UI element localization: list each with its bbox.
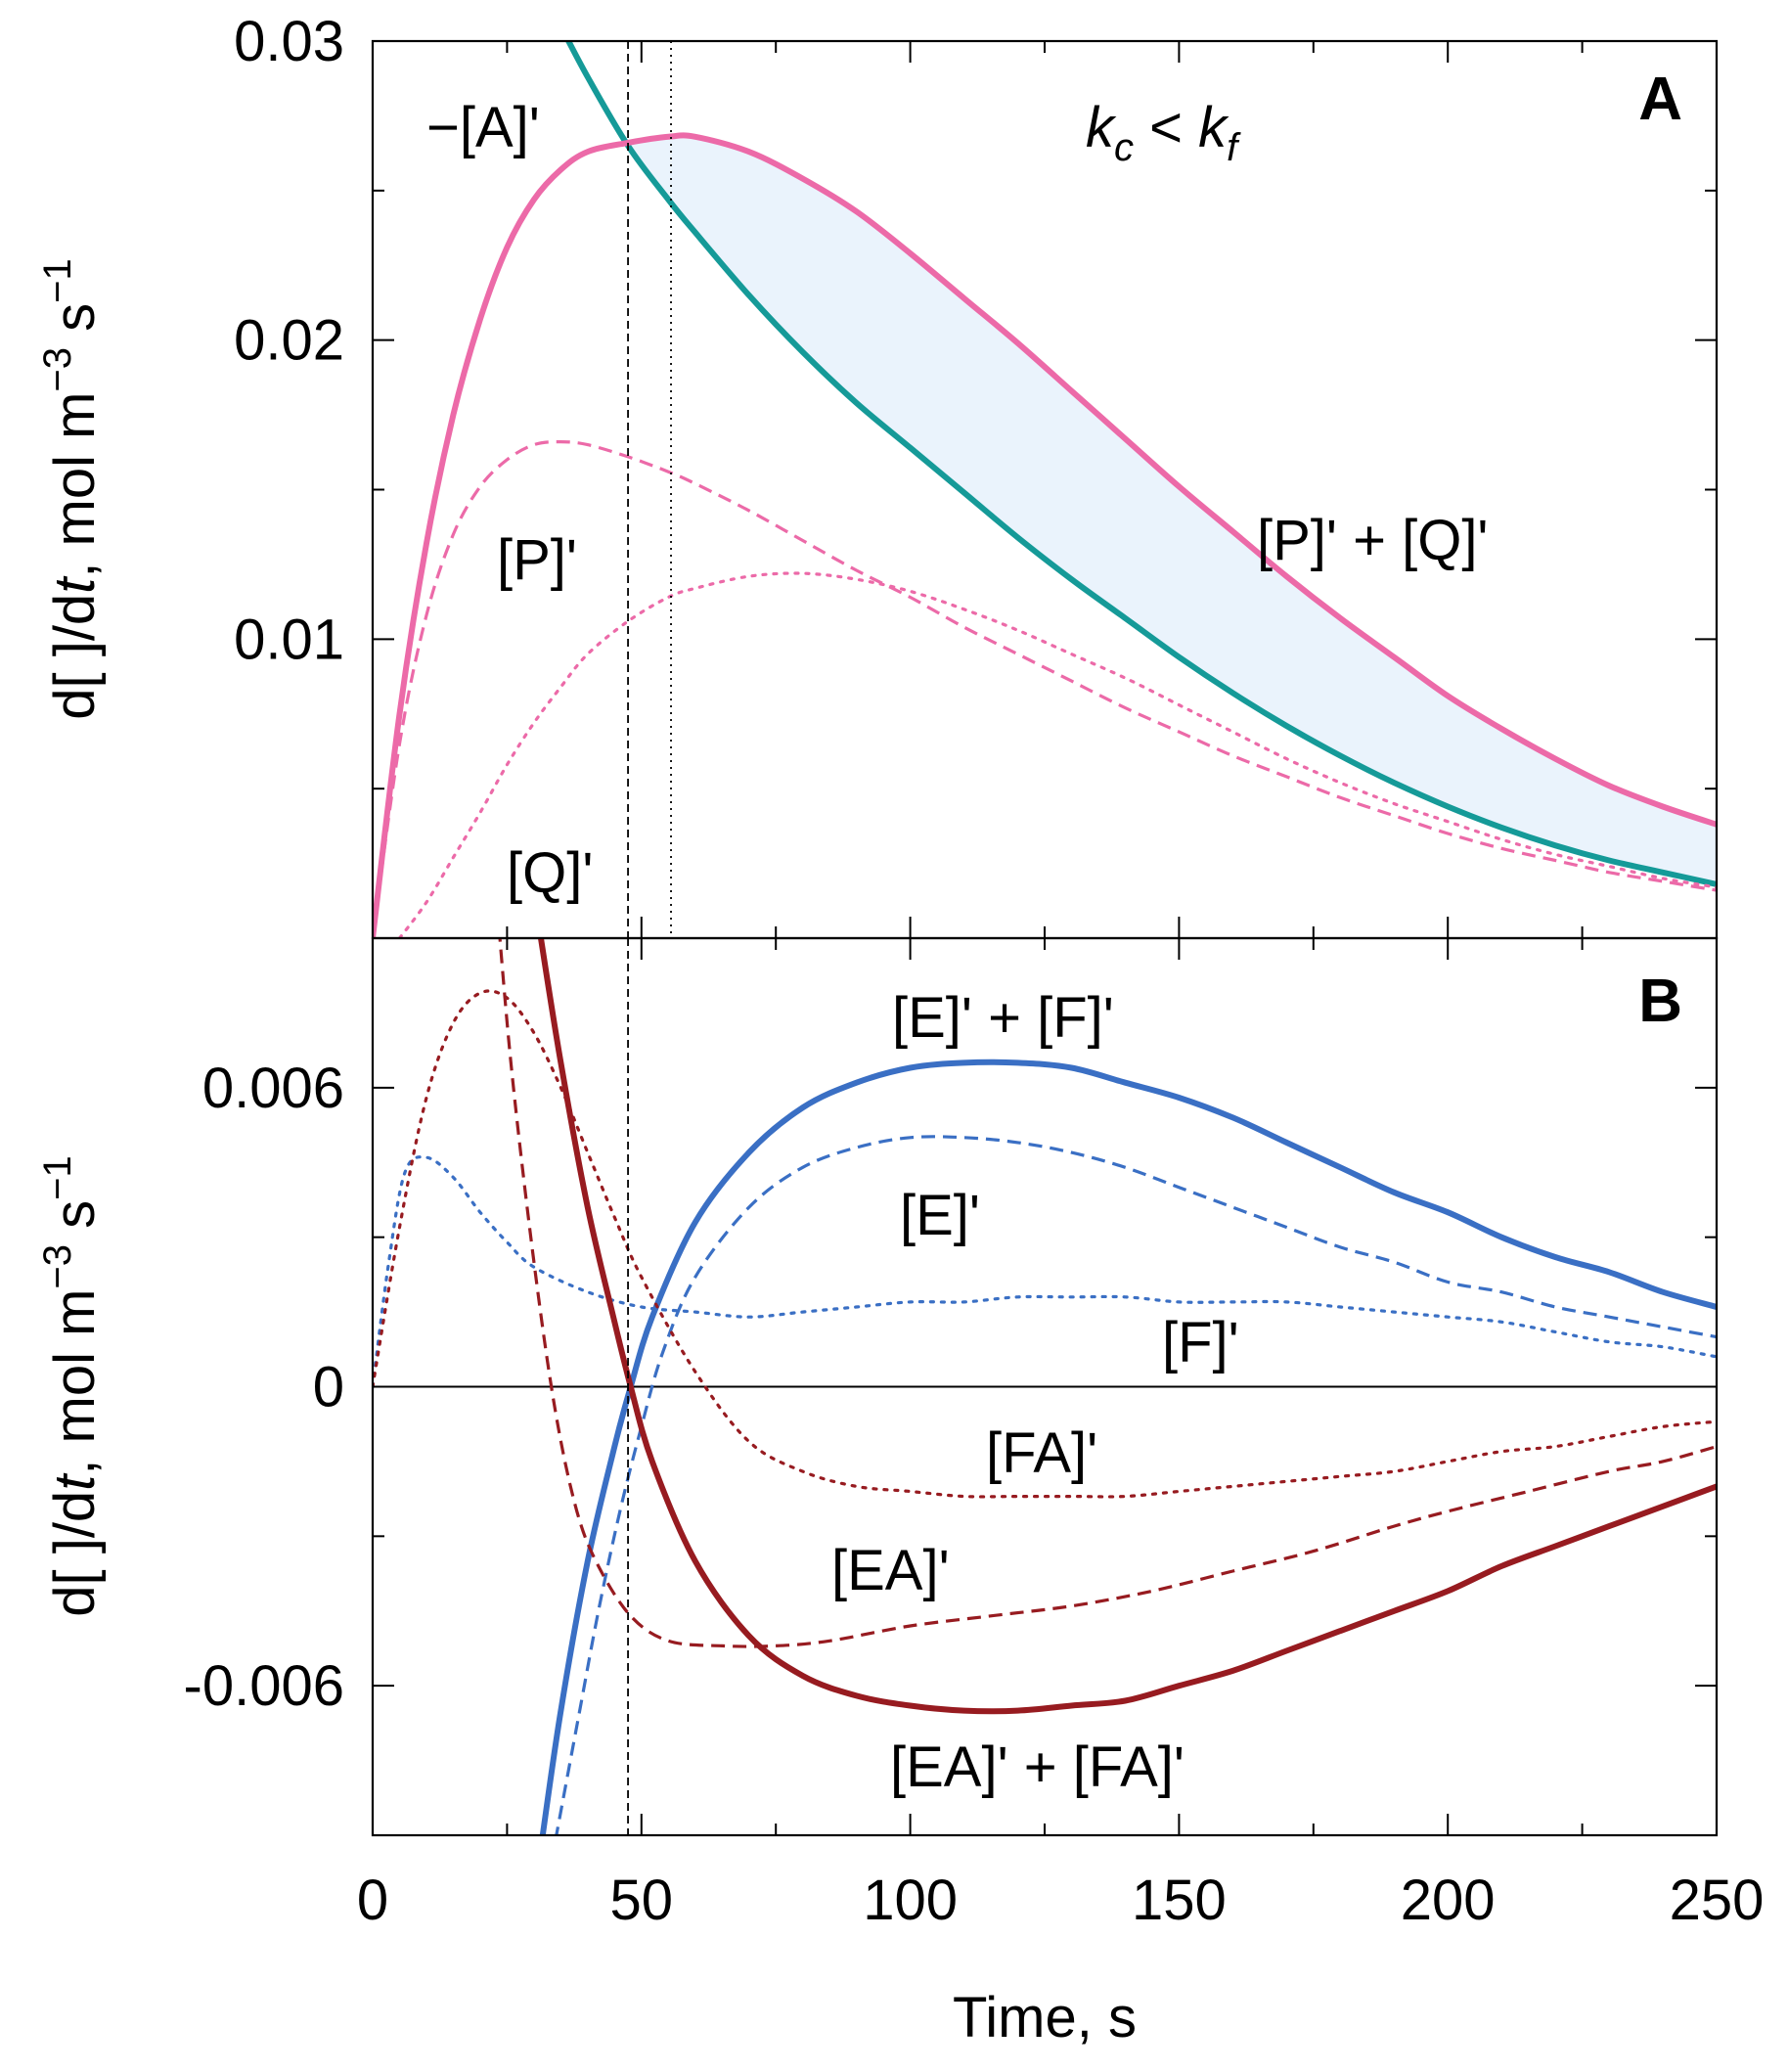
x-tick-label: 200 bbox=[1401, 1869, 1496, 1932]
shaded-region-a bbox=[628, 136, 1717, 885]
panel-letter-a: A bbox=[1638, 66, 1682, 133]
y-tick-label-b: -0.006 bbox=[184, 1654, 344, 1718]
label-ea-plus-fa: [EA]' + [FA]' bbox=[890, 1735, 1185, 1799]
series-line-a-p-q bbox=[373, 132, 1717, 938]
label-neg-a-prime: −[A]' bbox=[426, 96, 540, 159]
x-tick-label: 0 bbox=[357, 1869, 388, 1932]
label-e-prime: [E]' bbox=[900, 1184, 980, 1247]
x-tick-label: 150 bbox=[1132, 1869, 1227, 1932]
y-axis-title-a: d[ ]/dt, mol m−3 s−1 bbox=[36, 258, 107, 720]
y-tick-label-b: 0 bbox=[313, 1356, 344, 1419]
y-tick-label-b: 0.006 bbox=[202, 1057, 344, 1120]
x-axis-title: Time, s bbox=[953, 1986, 1137, 2049]
series-line-a-q bbox=[397, 571, 1717, 938]
series-line-b-f bbox=[373, 1155, 1717, 1389]
x-tick-label: 100 bbox=[863, 1869, 958, 1932]
plot-frame-b bbox=[371, 936, 1719, 1837]
x-axis-tick-labels: 0 50 100 150 200 250 bbox=[357, 1869, 1765, 1932]
panel-a: 0.01 0.02 0.03 A −[A]' [P]' + [Q]' [P]' [Q… bbox=[36, 10, 1719, 940]
label-ea-prime: [EA]' bbox=[831, 1539, 950, 1602]
series-line-b-e-f bbox=[539, 1059, 1717, 1835]
label-p-plus-q: [P]' + [Q]' bbox=[1257, 509, 1489, 572]
label-f-prime: [F]' bbox=[1162, 1311, 1239, 1374]
y-tick-label-a: 0.03 bbox=[234, 10, 344, 73]
label-q-prime: [Q]' bbox=[507, 841, 593, 905]
label-p-prime: [P]' bbox=[497, 528, 577, 592]
series-line-b-fa bbox=[373, 989, 1717, 1499]
x-tick-label: 50 bbox=[610, 1869, 674, 1932]
x-tick-label: 250 bbox=[1670, 1869, 1765, 1932]
series-line-a-a bbox=[564, 41, 1717, 887]
panel-letter-b: B bbox=[1638, 968, 1682, 1035]
label-fa-prime: [FA]' bbox=[986, 1421, 1097, 1485]
series-line-b-ea-fa bbox=[537, 938, 1717, 1715]
label-e-plus-f: [E]' + [F]' bbox=[892, 986, 1114, 1050]
series-line-b-ea bbox=[498, 938, 1717, 1648]
panel-b: -0.006 0 0.006 B [E]' + [F]' [E]' [F]' [FA… bbox=[36, 936, 1719, 1837]
rate-constant-annotation: kc < kf bbox=[1086, 96, 1241, 169]
y-tick-label-a: 0.01 bbox=[234, 608, 344, 671]
series-line-a-p bbox=[373, 439, 1717, 938]
y-tick-label-a: 0.02 bbox=[234, 309, 344, 373]
y-axis-title-b: d[ ]/dt, mol m−3 s−1 bbox=[36, 1155, 107, 1617]
series-line-b-e bbox=[555, 1135, 1717, 1835]
